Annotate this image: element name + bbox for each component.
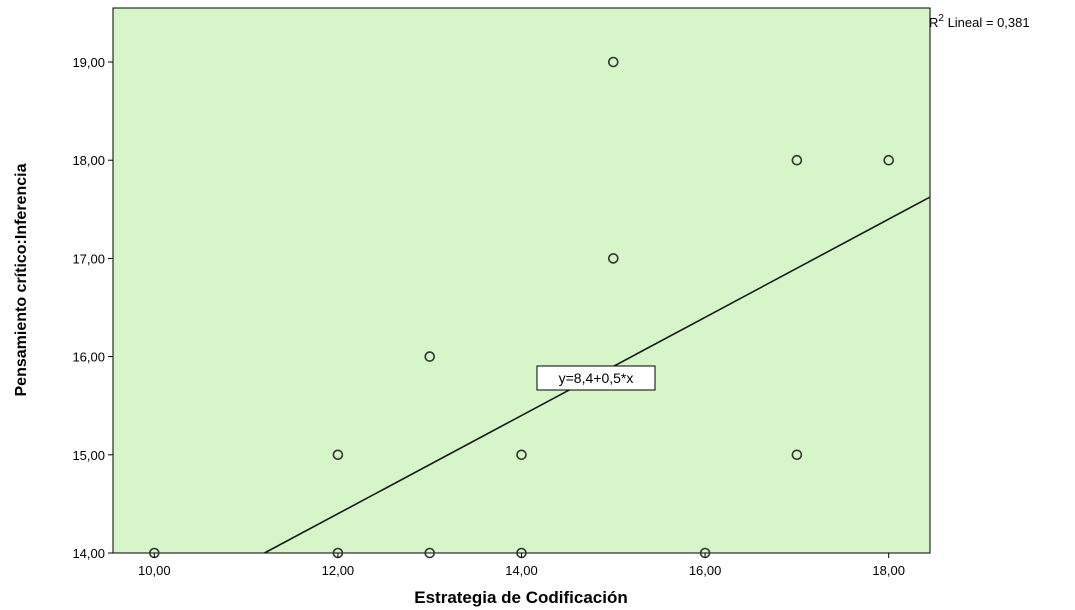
r-squared-label: R2 Lineal = 0,381 xyxy=(929,13,1030,30)
x-tick-label: 12,00 xyxy=(322,563,355,578)
r-squared-value: Lineal = 0,381 xyxy=(944,15,1030,30)
y-tick-label: 15,00 xyxy=(72,448,105,463)
equation-label-group: y=8,4+0,5*x xyxy=(536,365,656,391)
y-tick-label: 14,00 xyxy=(72,546,105,561)
y-tick-label: 16,00 xyxy=(72,350,105,365)
data-point xyxy=(607,56,619,68)
equation-box xyxy=(536,365,656,391)
data-point xyxy=(424,351,436,362)
data-point xyxy=(883,154,894,166)
data-point xyxy=(516,449,527,461)
plot-area xyxy=(112,7,931,554)
data-point xyxy=(791,154,803,166)
axes: 10,00 12,00 14,00 16,00 18,00 14,00 15,00 16,00… xyxy=(72,55,905,578)
y-axis-title: Pensamiento crítico:Inferencia xyxy=(13,163,30,396)
y-tick-label: 17,00 xyxy=(72,251,105,266)
r-squared-letter: R xyxy=(929,15,938,30)
x-tick-label: 10,00 xyxy=(138,563,171,578)
x-tick-label: 14,00 xyxy=(505,563,538,578)
data-point xyxy=(607,253,619,264)
x-tick-label: 16,00 xyxy=(689,563,722,578)
r-squared-superscript: 2 xyxy=(938,13,944,24)
y-tick-label: 18,00 xyxy=(72,153,105,168)
equation-label: y=8,4+0,5*x xyxy=(559,370,634,386)
data-point xyxy=(332,449,344,461)
x-axis-title: Estrategia de Codificación xyxy=(414,588,628,607)
data-point xyxy=(791,449,803,461)
data-point xyxy=(424,547,436,559)
x-tick-label: 18,00 xyxy=(872,563,905,578)
y-tick-label: 19,00 xyxy=(72,55,105,70)
data-points xyxy=(149,56,894,559)
